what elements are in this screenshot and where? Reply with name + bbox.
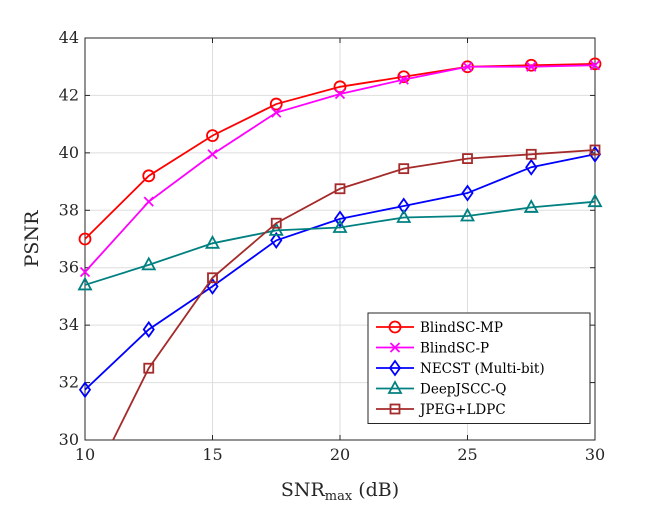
data-point	[525, 158, 538, 176]
y-tick-label: 38	[59, 200, 79, 219]
x-axis-label: SNRmax (dB)	[281, 479, 399, 504]
data-point	[143, 196, 154, 207]
data-point	[207, 149, 218, 160]
data-point	[587, 193, 603, 208]
data-point	[462, 153, 473, 165]
x-axis-label-suffix: (dB)	[352, 479, 399, 501]
legend: BlindSC-MP BlindSC-P NECST (Multi-bit) Deep…	[367, 312, 591, 424]
data-point	[525, 148, 537, 160]
ticks: 10 15 20 25 30 30 32 34 36 38 40 42 44	[59, 28, 606, 464]
y-tick-label: 36	[59, 258, 79, 277]
x-tick-label: 25	[457, 445, 477, 464]
y-tick-label: 40	[59, 143, 79, 162]
data-point	[334, 183, 346, 195]
data-point	[268, 222, 284, 236]
data-point	[270, 231, 283, 249]
series-layer	[77, 57, 603, 441]
data-point	[77, 276, 93, 291]
legend-entry: NECST (Multi-bit)	[376, 359, 545, 377]
data-point	[589, 60, 601, 71]
data-point	[333, 80, 347, 94]
legend-marker	[387, 380, 403, 394]
data-point	[207, 272, 218, 284]
y-tick-label: 34	[59, 315, 79, 334]
series-deepjscc-q	[77, 193, 603, 291]
x-axis-label-main: SNR	[281, 479, 326, 501]
data-point	[462, 61, 473, 72]
legend-label: JPEG+LDPC	[418, 402, 506, 418]
series-jpeg-ldpc	[112, 144, 601, 441]
data-point	[142, 169, 156, 183]
data-point	[143, 362, 155, 374]
legend-marker	[389, 403, 401, 415]
legend-entry: BlindSC-P	[376, 341, 489, 357]
data-point	[332, 219, 348, 233]
legend-marker	[389, 342, 401, 353]
y-tick-label: 44	[59, 28, 79, 47]
legend-label: NECST (Multi-bit)	[420, 361, 545, 377]
data-point	[397, 70, 411, 84]
data-point	[526, 61, 537, 72]
legend-entry: JPEG+LDPC	[376, 402, 506, 418]
data-point	[204, 234, 221, 249]
data-point	[271, 107, 282, 118]
legend-label: BlindSC-P	[420, 341, 489, 357]
data-point	[206, 129, 219, 143]
data-point	[333, 210, 347, 228]
data-point	[589, 144, 601, 156]
y-axis-label: PSNR	[21, 210, 43, 267]
data-point	[79, 266, 91, 278]
data-point	[588, 145, 602, 163]
legend-label: BlindSC-MP	[420, 320, 503, 336]
data-point	[524, 58, 538, 72]
series-line	[84, 153, 596, 391]
data-point	[78, 381, 92, 399]
data-point	[78, 232, 92, 246]
data-point	[398, 74, 409, 85]
y-tick-label: 30	[59, 430, 79, 449]
data-point	[459, 207, 476, 222]
x-tick-label: 10	[75, 445, 95, 464]
x-axis-label-sub: max	[325, 489, 353, 504]
data-point	[334, 88, 346, 100]
x-tick-label: 30	[585, 445, 605, 464]
series-necst-multi-bit-	[78, 145, 602, 399]
x-tick-label: 20	[330, 445, 350, 464]
data-point	[141, 256, 157, 271]
data-point	[270, 217, 282, 229]
data-point	[269, 97, 283, 111]
data-point	[142, 320, 155, 338]
legend-entry: DeepJSCC-Q	[376, 380, 506, 398]
data-point	[523, 199, 539, 213]
data-point	[398, 163, 410, 175]
series-line	[84, 62, 596, 240]
data-point	[588, 57, 602, 71]
series-line	[112, 149, 596, 441]
y-tick-label: 42	[59, 85, 79, 104]
series-line	[84, 200, 596, 286]
legend-marker	[388, 320, 402, 334]
series-blindsc-p	[79, 60, 601, 278]
data-point	[461, 184, 474, 202]
x-tick-label: 15	[202, 445, 222, 464]
data-point	[396, 209, 412, 223]
data-point	[397, 197, 410, 215]
legend-label: DeepJSCC-Q	[420, 382, 506, 398]
legend-entry: BlindSC-MP	[376, 320, 503, 336]
y-tick-label: 32	[59, 373, 79, 392]
legend-marker	[388, 359, 402, 377]
